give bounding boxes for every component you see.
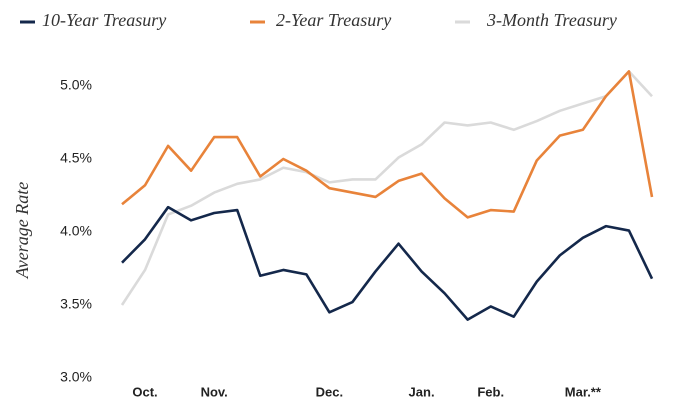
y-tick-label: 4.5% <box>60 150 92 166</box>
y-tick-label: 5.0% <box>60 77 92 93</box>
y-tick-label: 4.0% <box>60 223 92 239</box>
line-series <box>121 70 654 219</box>
x-tick-label: Oct. <box>132 384 157 399</box>
line-series <box>120 70 653 306</box>
legend-label: 10-Year Treasury <box>42 10 166 30</box>
x-tick-label: Nov. <box>201 384 228 399</box>
x-tick-label: Jan. <box>409 384 435 399</box>
x-tick-label: Feb. <box>477 384 504 399</box>
y-tick-label: 3.5% <box>60 296 92 312</box>
x-tick-label: Mar.** <box>565 384 602 399</box>
line-series <box>121 205 654 321</box>
y-tick-label: 3.0% <box>60 369 92 385</box>
y-axis-label: Average Rate <box>12 182 32 279</box>
legend-label: 2-Year Treasury <box>276 10 391 30</box>
legend-label: 3-Month Treasury <box>486 10 617 30</box>
x-tick-label: Dec. <box>316 384 343 399</box>
